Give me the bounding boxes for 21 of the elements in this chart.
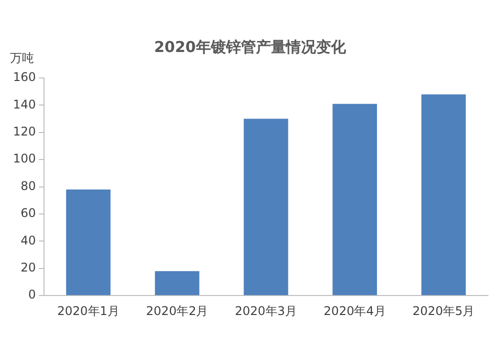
- y-tick-label: 0: [28, 288, 36, 302]
- y-axis-title: 万吨: [10, 50, 34, 67]
- x-tick-label: 2020年4月: [324, 304, 386, 318]
- x-tick-label: 2020年1月: [57, 304, 120, 318]
- x-tick-label: 2020年2月: [146, 304, 208, 318]
- bar: [244, 118, 288, 296]
- bar: [66, 190, 111, 296]
- x-tick-label: 2020年3月: [234, 304, 298, 318]
- y-tick-label: 100: [13, 152, 36, 166]
- y-tick-label: 140: [13, 97, 36, 112]
- y-tick-label: 40: [20, 233, 36, 248]
- y-tick-label: 120: [13, 124, 36, 139]
- chart-title: 2020年镀锌管产量情况变化: [154, 38, 346, 56]
- y-tick-label: 80: [20, 178, 36, 193]
- y-tick-label: 20: [20, 260, 36, 275]
- bar: [332, 104, 377, 296]
- x-tick-label: 2020年5月: [412, 304, 475, 318]
- bar: [154, 271, 200, 296]
- bar: [421, 94, 466, 296]
- y-tick-label: 60: [20, 206, 36, 220]
- y-tick-label: 160: [13, 70, 36, 84]
